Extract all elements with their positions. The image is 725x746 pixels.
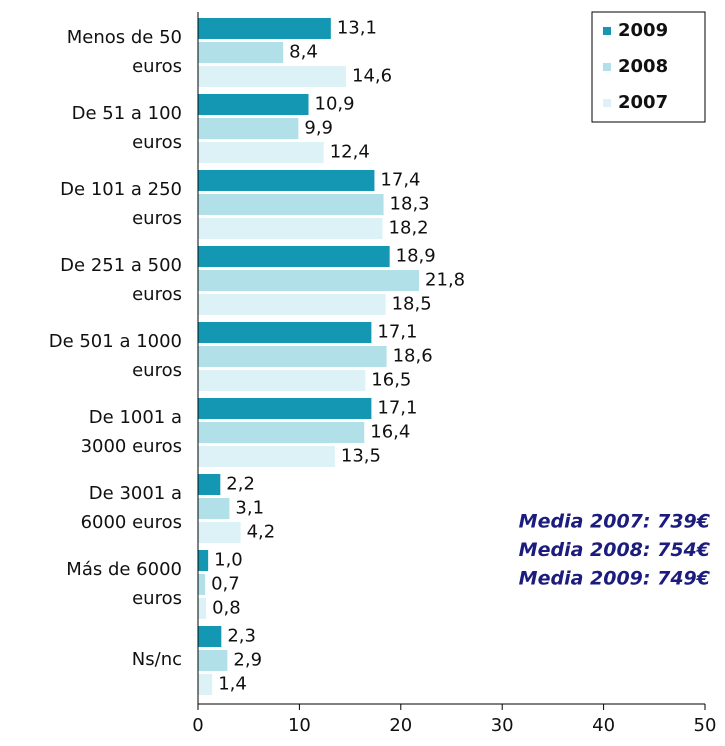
bar [198,398,372,419]
bar [198,446,335,467]
x-tick-label: 50 [694,715,717,736]
y-tick-label: Más de 6000 [66,559,182,580]
value-label: 2,2 [226,474,255,495]
value-label: 9,9 [304,118,333,139]
legend-label: 2009 [618,20,668,41]
y-tick-label: euros [132,56,182,77]
bar [198,118,299,139]
bar [198,498,230,519]
y-tick-label: De 51 a 100 [72,103,182,124]
value-label: 18,2 [389,218,429,239]
bar [198,218,383,239]
legend-label: 2008 [618,56,668,77]
bar [198,650,228,671]
y-tick-label: De 501 a 1000 [49,331,182,352]
bar [198,42,284,63]
bar [198,194,384,215]
x-tick-label: 0 [192,715,203,736]
value-label: 17,1 [377,322,417,343]
bar [198,674,213,695]
bar [198,370,366,391]
bar [198,422,365,443]
bar [198,142,324,163]
y-tick-label: 6000 euros [81,512,182,533]
legend-marker [603,63,611,71]
value-label: 3,1 [235,498,264,519]
value-label: 0,8 [212,598,241,619]
value-label: 17,1 [377,398,417,419]
value-label: 1,4 [218,674,247,695]
bar [198,18,331,39]
y-tick-label: euros [132,588,182,609]
bar [198,598,207,619]
value-label: 16,4 [370,422,410,443]
value-label: 17,4 [380,170,420,191]
value-label: 18,3 [390,194,430,215]
x-tick-label: 40 [592,715,615,736]
value-label: 18,6 [393,346,433,367]
legend-marker [603,27,611,35]
value-label: 8,4 [289,42,318,63]
bar [198,294,386,315]
legend-marker [603,99,611,107]
y-tick-label: Menos de 50 [67,27,182,48]
y-tick-label: De 251 a 500 [60,255,182,276]
value-label: 18,5 [392,294,432,315]
bar [198,574,206,595]
value-label: 13,1 [337,18,377,39]
y-tick-label: euros [132,132,182,153]
value-label: 12,4 [330,142,370,163]
bar [198,170,375,191]
bar [198,270,420,291]
annotation: Media 2009: 749€ [519,568,711,590]
annotation: Media 2007: 739€ [519,511,711,533]
bar [198,66,347,87]
y-tick-label: De 1001 a [89,407,182,428]
y-tick-label: Ns/nc [132,649,182,670]
x-tick-label: 20 [389,715,412,736]
value-label: 2,9 [233,650,262,671]
value-label: 1,0 [214,550,243,571]
y-tick-label: De 101 a 250 [60,179,182,200]
annotation: Media 2008: 754€ [519,539,711,561]
x-tick-label: 30 [491,715,514,736]
bar [198,626,222,647]
value-label: 13,5 [341,446,381,467]
value-label: 10,9 [315,94,355,115]
y-tick-label: euros [132,208,182,229]
value-label: 4,2 [247,522,276,543]
legend-label: 2007 [618,92,668,113]
bar [198,550,209,571]
value-label: 18,9 [396,246,436,267]
value-label: 21,8 [425,270,465,291]
bar [198,246,390,267]
y-tick-label: 3000 euros [81,436,182,457]
value-label: 2,3 [227,626,256,647]
bar [198,322,372,343]
y-tick-label: euros [132,360,182,381]
y-tick-label: euros [132,284,182,305]
x-tick-label: 10 [288,715,311,736]
value-label: 16,5 [371,370,411,391]
value-label: 0,7 [211,574,240,595]
bar [198,94,309,115]
value-label: 14,6 [352,66,392,87]
bar [198,522,241,543]
bar [198,346,387,367]
bar [198,474,221,495]
y-tick-label: De 3001 a [89,483,182,504]
